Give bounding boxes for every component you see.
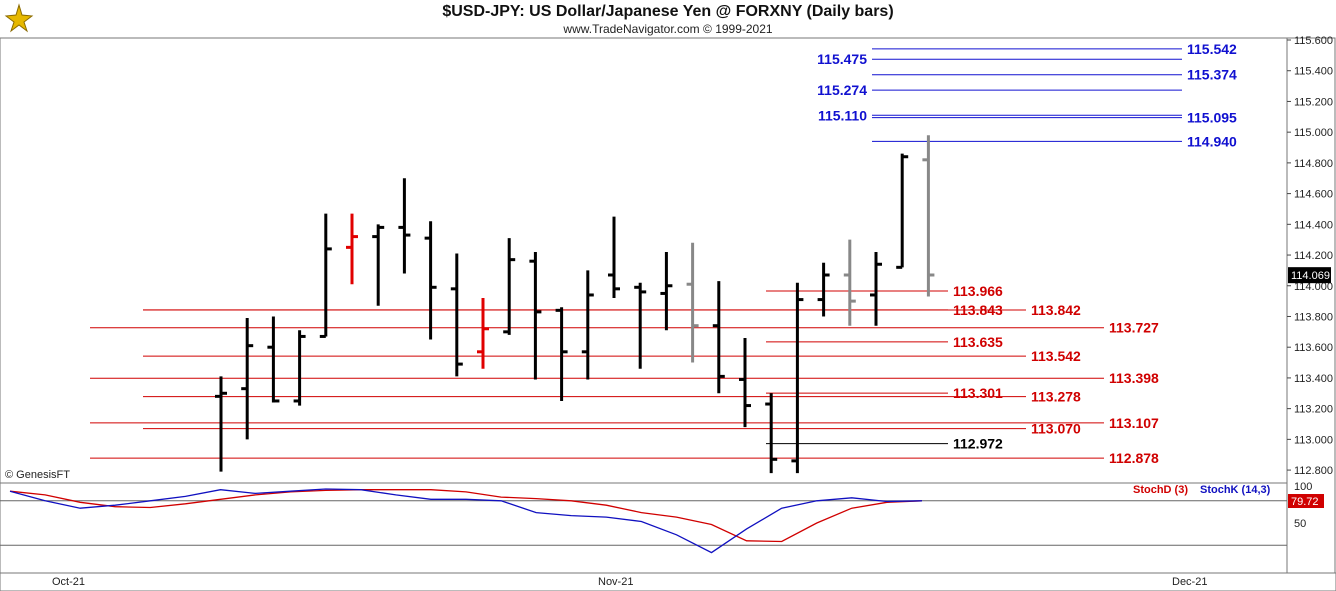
ohlc-bar[interactable] bbox=[450, 253, 463, 377]
chart-header: $USD-JPY: US Dollar/Japanese Yen @ FORXN… bbox=[0, 0, 1336, 38]
ohlc-bar[interactable] bbox=[739, 337, 751, 428]
stoch-y-tick-label: 50 bbox=[1294, 518, 1306, 530]
y-tick-label: 115.000 bbox=[1294, 127, 1333, 139]
ohlc-bar[interactable] bbox=[424, 221, 437, 340]
y-axis-panel bbox=[1286, 37, 1336, 574]
y-tick-label: 115.600 bbox=[1294, 35, 1333, 47]
ohlc-bar[interactable] bbox=[503, 238, 516, 335]
level-label: 113.398 bbox=[1109, 370, 1159, 386]
ohlc-bar[interactable] bbox=[555, 307, 568, 401]
ohlc-bar[interactable] bbox=[896, 153, 909, 269]
ohlc-bar[interactable] bbox=[372, 224, 385, 306]
ohlc-bar[interactable] bbox=[346, 213, 358, 285]
ohlc-bar[interactable] bbox=[608, 216, 620, 299]
level-label: 113.635 bbox=[953, 334, 1003, 350]
level-label: 113.301 bbox=[953, 385, 1003, 401]
level-label: 113.727 bbox=[1109, 320, 1159, 336]
ohlc-bar[interactable] bbox=[870, 251, 882, 326]
stoch-y-tick-label: 100 bbox=[1294, 481, 1312, 493]
ohlc-bar[interactable] bbox=[293, 330, 306, 406]
stoch-last-box bbox=[1288, 494, 1324, 509]
stoch-last-label: 79.72 bbox=[1291, 496, 1319, 508]
y-tick-label: 113.200 bbox=[1294, 404, 1333, 416]
y-tick-label: 114.000 bbox=[1294, 281, 1333, 293]
ohlc-bar[interactable] bbox=[319, 213, 332, 338]
x-tick-label: Nov-21 bbox=[598, 576, 633, 588]
y-tick-label: 115.400 bbox=[1294, 66, 1333, 78]
copyright-label: © GenesisFT bbox=[5, 469, 70, 481]
level-label: 113.966 bbox=[953, 283, 1003, 299]
ohlc-bar[interactable] bbox=[241, 318, 254, 440]
stochd-line bbox=[9, 489, 923, 543]
y-tick-label: 115.200 bbox=[1294, 96, 1333, 108]
price-panel bbox=[0, 37, 1288, 484]
y-tick-label: 113.000 bbox=[1294, 434, 1333, 446]
ohlc-bar[interactable] bbox=[267, 316, 280, 403]
level-label: 113.542 bbox=[1031, 348, 1081, 364]
x-axis-panel bbox=[0, 572, 1336, 591]
x-tick-label: Oct-21 bbox=[52, 576, 85, 588]
last-price-label: 114.069 bbox=[1291, 270, 1330, 282]
ohlc-bar[interactable] bbox=[765, 393, 778, 474]
ohlc-bar[interactable] bbox=[660, 251, 673, 331]
y-tick-label: 113.400 bbox=[1294, 373, 1333, 385]
y-tick-label: 114.600 bbox=[1294, 189, 1333, 201]
level-label: 113.842 bbox=[1031, 302, 1081, 318]
level-label: 112.878 bbox=[1109, 450, 1159, 466]
stochd-legend: StochD (3) bbox=[1133, 484, 1188, 496]
ohlc-bar[interactable] bbox=[712, 281, 725, 394]
level-label: 112.972 bbox=[953, 436, 1003, 452]
y-tick-label: 114.800 bbox=[1294, 158, 1333, 170]
x-tick-label: Dec-21 bbox=[1172, 576, 1207, 588]
stochk-line bbox=[9, 488, 923, 554]
ohlc-bar[interactable] bbox=[581, 270, 594, 380]
trade-navigator-logo bbox=[4, 3, 34, 33]
y-tick-label: 113.800 bbox=[1294, 311, 1333, 323]
level-label: 115.110 bbox=[818, 107, 867, 123]
ohlc-bar[interactable] bbox=[843, 239, 856, 326]
ohlc-bar[interactable] bbox=[791, 282, 804, 474]
level-label: 113.070 bbox=[1031, 421, 1081, 437]
y-tick-label: 113.600 bbox=[1294, 342, 1333, 354]
ohlc-bar[interactable] bbox=[529, 251, 542, 380]
level-label: 115.542 bbox=[1187, 41, 1237, 57]
ohlc-bar[interactable] bbox=[215, 376, 227, 472]
level-label: 115.274 bbox=[817, 82, 867, 98]
y-tick-label: 114.200 bbox=[1294, 250, 1333, 262]
stochastic-panel bbox=[0, 482, 1288, 574]
ohlc-bar[interactable] bbox=[634, 282, 647, 369]
level-label: 114.940 bbox=[1187, 133, 1237, 149]
level-label: 113.278 bbox=[1031, 389, 1081, 405]
stochk-legend: StochK (14,3) bbox=[1200, 484, 1271, 496]
ohlc-bar[interactable] bbox=[477, 298, 489, 369]
chart-subtitle: www.TradeNavigator.com © 1999-2021 bbox=[563, 22, 773, 36]
ohlc-bar[interactable] bbox=[817, 262, 830, 317]
ohlc-bar[interactable] bbox=[922, 135, 935, 297]
level-label: 115.374 bbox=[1187, 67, 1237, 83]
ohlc-bar[interactable] bbox=[398, 178, 411, 274]
level-label: 115.475 bbox=[817, 51, 867, 67]
level-label: 113.107 bbox=[1109, 415, 1159, 431]
y-tick-label: 112.800 bbox=[1294, 465, 1333, 477]
ohlc-bar[interactable] bbox=[686, 242, 699, 363]
y-tick-label: 114.400 bbox=[1294, 219, 1333, 231]
chart-title: $USD-JPY: US Dollar/Japanese Yen @ FORXN… bbox=[442, 3, 894, 20]
level-label: 115.095 bbox=[1187, 110, 1237, 126]
last-price-box bbox=[1288, 267, 1331, 284]
